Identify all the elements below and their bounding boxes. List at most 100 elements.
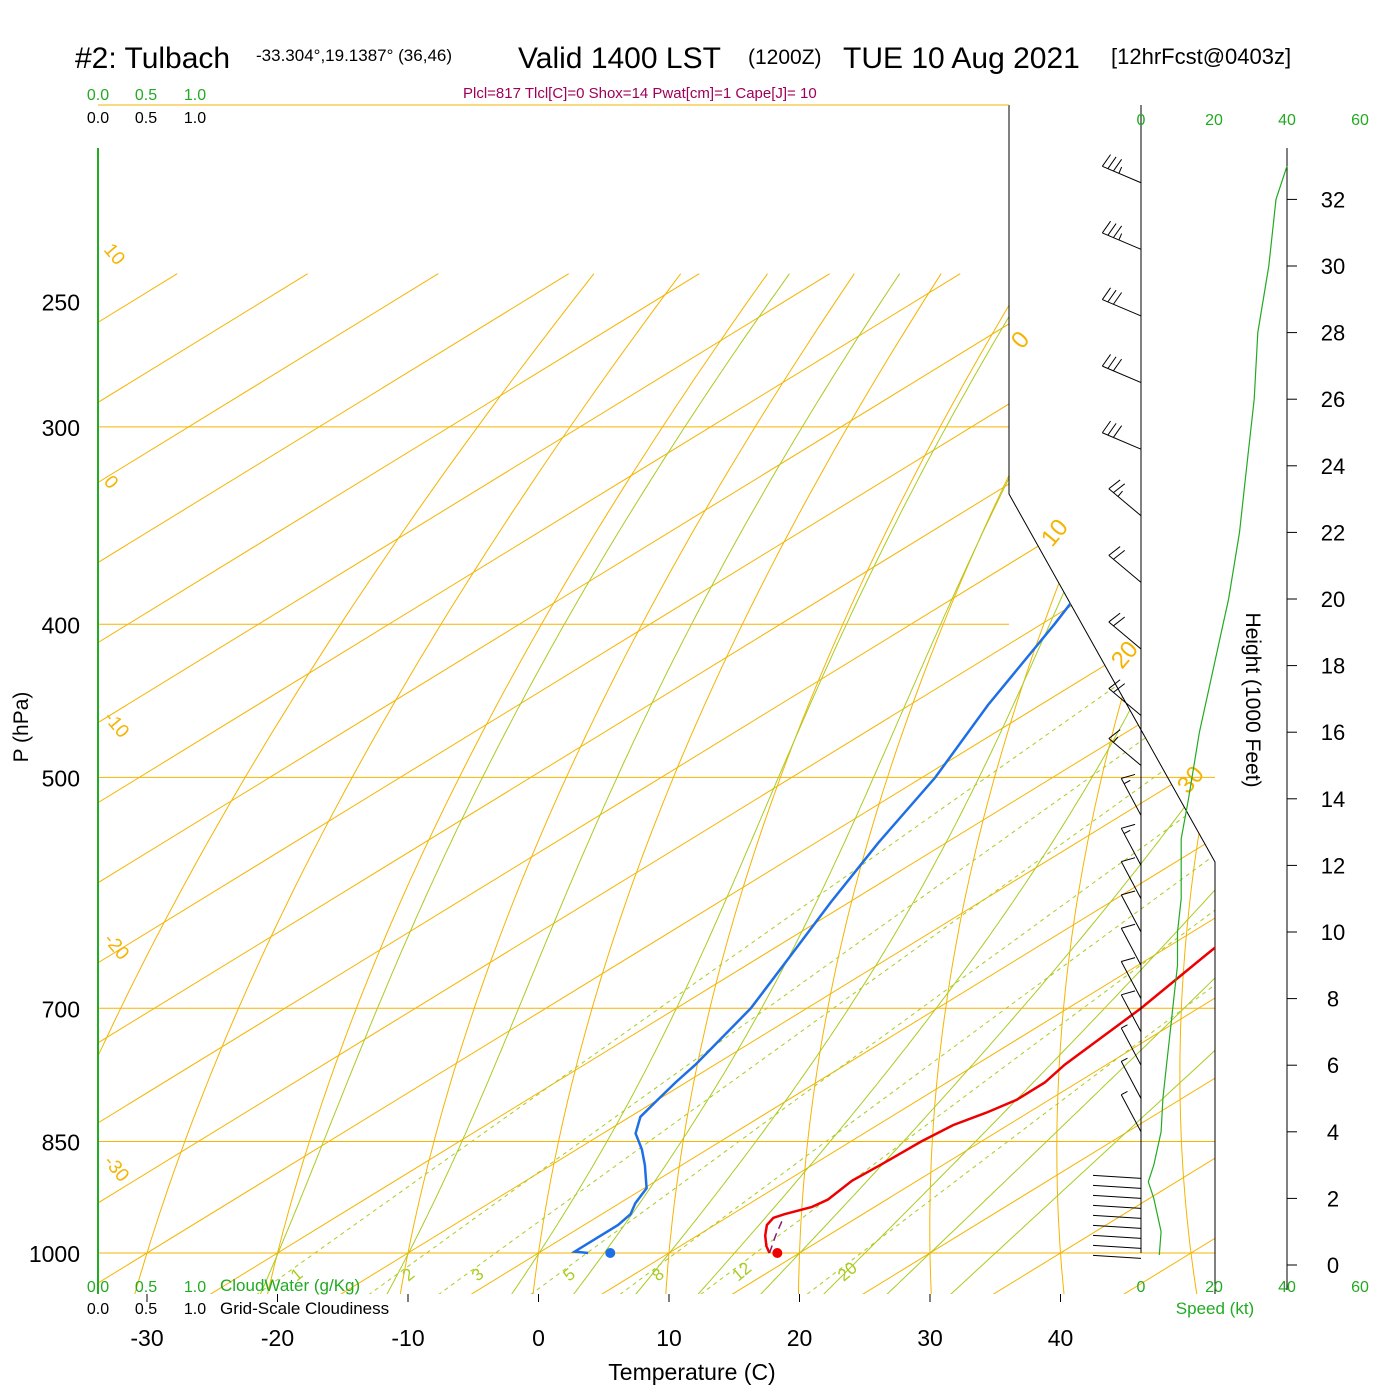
height-tick-label: 16 bbox=[1321, 720, 1345, 745]
isotherm-line bbox=[802, 273, 1215, 1294]
wind-barb bbox=[1101, 354, 1142, 384]
wind-barb bbox=[1101, 287, 1142, 317]
wind-barb bbox=[1120, 773, 1142, 816]
isotherm-line bbox=[98, 273, 1091, 1294]
wind-barb bbox=[1092, 1234, 1142, 1239]
isotherm-line bbox=[98, 273, 439, 1294]
cloudwater-top-tick: 0.0 bbox=[87, 87, 109, 104]
wind-barb bbox=[1120, 990, 1142, 1033]
cloudwater-label: CloudWater (g/Kg) bbox=[220, 1276, 360, 1295]
station-title: #2: Tulbach bbox=[75, 42, 230, 75]
speed-bottom-tick: 60 bbox=[1351, 1279, 1369, 1296]
valid-date: TUE 10 Aug 2021 bbox=[843, 42, 1080, 75]
speed-bottom-tick: 40 bbox=[1278, 1279, 1296, 1296]
valid-time: Valid 1400 LST bbox=[518, 42, 721, 75]
pressure-tick-label: 1000 bbox=[29, 1241, 80, 1267]
mixing-ratio-line bbox=[587, 623, 1215, 1294]
mixing-ratio-label: 8 bbox=[648, 1264, 667, 1285]
speed-bottom-tick: 0 bbox=[1137, 1279, 1146, 1296]
isotherm-line bbox=[1194, 273, 1215, 1294]
wind-barb bbox=[1092, 1224, 1142, 1229]
parcel-profile bbox=[768, 1217, 785, 1254]
temp-tick-label: -20 bbox=[261, 1325, 294, 1351]
background-lines: 1 2 3 5 8 12 20 bbox=[98, 273, 1400, 1331]
height-tick-label: 8 bbox=[1327, 987, 1339, 1012]
mixing-ratio-label: 20 bbox=[834, 1258, 861, 1285]
height-axis-title: Height (1000 Feet) bbox=[1241, 612, 1264, 787]
wind-barb bbox=[1108, 729, 1142, 766]
surface-temperature-marker bbox=[772, 1248, 783, 1258]
isotherm-label: -10 bbox=[99, 708, 133, 743]
wind-barb bbox=[1101, 420, 1142, 450]
height-tick-label: 22 bbox=[1321, 520, 1345, 545]
isotherm-line bbox=[98, 273, 569, 1294]
mixing-ratio-line bbox=[335, 623, 1215, 1294]
isotherm-line bbox=[411, 273, 1215, 1294]
dry-adiabat-line bbox=[393, 273, 855, 1294]
y-axis-title: P (hPa) bbox=[10, 692, 33, 763]
x-axis-title: Temperature (C) bbox=[608, 1359, 775, 1385]
cloudiness-bottom-tick: 0.0 bbox=[87, 1301, 109, 1318]
surface-dewpoint-marker bbox=[605, 1248, 616, 1258]
height-tick-label: 26 bbox=[1321, 387, 1345, 412]
speed-bottom-tick: 20 bbox=[1205, 1279, 1223, 1296]
height-tick-label: 0 bbox=[1327, 1253, 1339, 1278]
dry-adiabat-line bbox=[663, 273, 1029, 1294]
wind-barb bbox=[1120, 1024, 1142, 1066]
isotherm-line bbox=[98, 273, 961, 1294]
dry-adiabat-line bbox=[929, 273, 1202, 1294]
temp-tick-label: -10 bbox=[391, 1325, 424, 1351]
speed-axis-title: Speed (kt) bbox=[1176, 1299, 1254, 1318]
height-tick-label: 28 bbox=[1321, 321, 1345, 346]
profiles bbox=[570, 353, 1215, 1258]
height-tick-label: 4 bbox=[1327, 1120, 1339, 1145]
cloudwater-top-tick: 1.0 bbox=[184, 87, 206, 104]
temp-tick-label: 40 bbox=[1048, 1325, 1074, 1351]
pressure-tick-label: 700 bbox=[42, 996, 80, 1022]
moist-adiabat-line bbox=[366, 273, 901, 1294]
speed-top-tick: 20 bbox=[1205, 112, 1223, 129]
wind-barb bbox=[1092, 1204, 1142, 1209]
isotherm-label: 20 bbox=[1106, 636, 1144, 674]
isotherm-line bbox=[1063, 273, 1215, 1294]
cloudwater-bottom-tick: 0.0 bbox=[87, 1279, 109, 1296]
isotherm-line bbox=[98, 273, 700, 1294]
moist-adiabat-line bbox=[485, 273, 1036, 1294]
height-tick-label: 24 bbox=[1321, 454, 1345, 479]
isotherm-label: 0 bbox=[1006, 326, 1035, 354]
height-tick-label: 10 bbox=[1321, 920, 1345, 945]
isotherm-line bbox=[98, 273, 830, 1294]
mixing-ratio-label: 12 bbox=[728, 1258, 755, 1285]
cloudiness-label: Grid-Scale Cloudiness bbox=[220, 1299, 389, 1318]
dry-adiabat-line bbox=[259, 273, 768, 1294]
wind-speed-profile bbox=[1147, 165, 1288, 1256]
height-tick-label: 12 bbox=[1321, 853, 1345, 878]
mixing-ratio-line bbox=[668, 623, 1215, 1294]
isotherm-line bbox=[150, 273, 1215, 1294]
mixing-ratio-line bbox=[497, 623, 1215, 1294]
cloudiness-bottom-tick: 0.5 bbox=[135, 1301, 157, 1318]
pressure-tick-label: 500 bbox=[42, 765, 80, 791]
moist-adiabat-line bbox=[725, 273, 1215, 1294]
cloudiness-top-tick: 1.0 bbox=[184, 110, 206, 127]
cloudiness-bottom-tick: 1.0 bbox=[184, 1301, 206, 1318]
wind-barb bbox=[1092, 1254, 1142, 1259]
station-coords: -33.304°,19.1387° (36,46) bbox=[256, 46, 452, 65]
isotherm-label: -30 bbox=[99, 1152, 133, 1187]
cloudiness-top-tick: 0.5 bbox=[135, 110, 157, 127]
moist-adiabat-line bbox=[243, 273, 790, 1294]
isotherm-line bbox=[280, 273, 1215, 1294]
speed-top-tick: 0 bbox=[1137, 112, 1146, 129]
plot-frame-right bbox=[1008, 105, 1216, 1294]
moist-adiabat-line bbox=[664, 273, 1215, 1294]
wind-barb bbox=[1120, 1057, 1142, 1099]
mixing-ratio-label: 3 bbox=[468, 1264, 487, 1285]
temperature-profile bbox=[763, 353, 1215, 1254]
wind-barb bbox=[1092, 1214, 1142, 1219]
dry-adiabat-line bbox=[1299, 274, 1400, 1331]
wind-barb bbox=[1101, 220, 1142, 250]
moist-adiabat-line bbox=[786, 273, 1215, 1294]
dry-adiabat-line bbox=[124, 273, 682, 1294]
